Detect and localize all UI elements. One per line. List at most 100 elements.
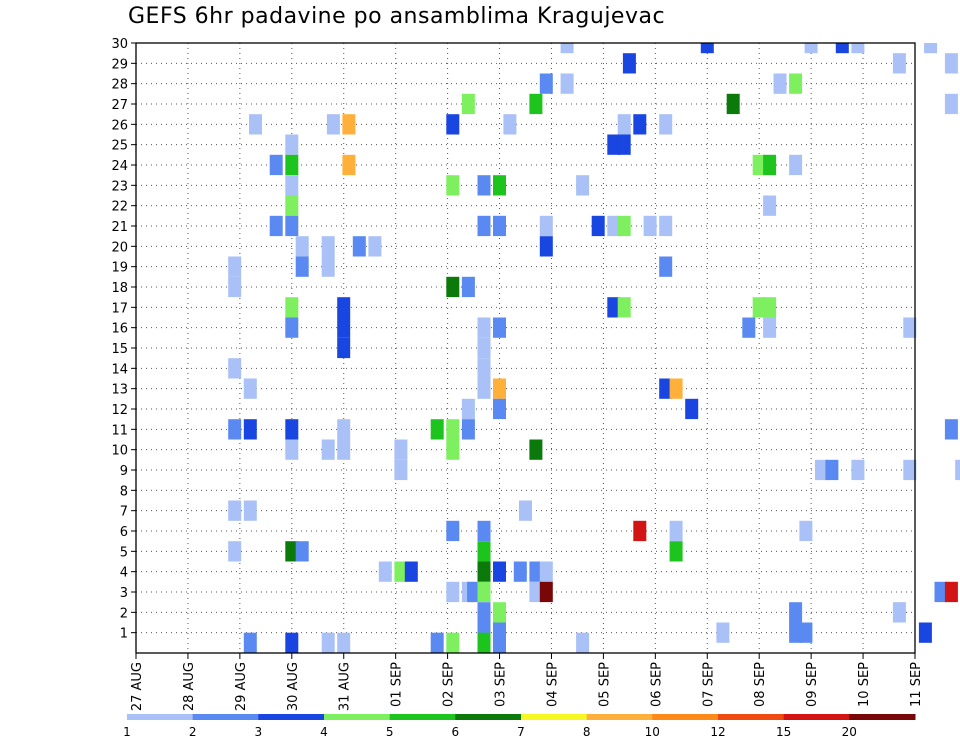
y-tick-label: 21 — [111, 220, 128, 235]
heatmap-cell — [659, 114, 673, 135]
heatmap-cell — [493, 561, 506, 582]
legend-label: 4 — [320, 725, 328, 739]
legend-swatch — [389, 714, 456, 720]
heatmap-cell — [477, 215, 491, 237]
y-tick-label: 2 — [120, 606, 128, 621]
heatmap-cell — [285, 419, 299, 440]
heatmap-cell — [461, 276, 475, 298]
heatmap-cell — [716, 622, 730, 643]
heatmap-cell — [617, 114, 631, 135]
heatmap-cell — [446, 114, 460, 135]
heatmap-cell — [249, 114, 262, 135]
heatmap-cell — [342, 154, 356, 176]
heatmap-cell — [285, 175, 299, 196]
x-tick-label: 05 SEP — [597, 662, 612, 707]
y-tick-label: 8 — [120, 484, 128, 499]
heatmap-cell — [742, 317, 756, 338]
heatmap-cell — [607, 297, 621, 318]
heatmap-cell — [477, 581, 491, 603]
legend-swatch — [718, 714, 785, 720]
y-tick-label: 15 — [111, 342, 128, 357]
heatmap-cell — [285, 195, 299, 216]
x-tick-label: 08 SEP — [753, 662, 768, 707]
y-tick-label: 16 — [111, 322, 128, 337]
legend-label: 10 — [645, 725, 660, 739]
heatmap-cell — [461, 398, 475, 420]
heatmap-cell — [825, 459, 839, 481]
heatmap-cell — [924, 43, 938, 54]
heatmap-cell — [669, 378, 683, 399]
y-tick-label: 5 — [120, 545, 128, 560]
heatmap-cell — [763, 195, 777, 216]
x-tick-label: 29 AUG — [234, 662, 249, 711]
heatmap-cell — [789, 154, 803, 176]
heatmap-cell — [903, 317, 917, 338]
legend-label: 7 — [517, 725, 525, 739]
heatmap-cell — [643, 215, 657, 237]
legend-swatch — [127, 714, 194, 720]
legend-swatch — [455, 714, 522, 720]
heatmap-cell — [337, 632, 351, 653]
heatmap-cell — [285, 215, 299, 237]
heatmap-cell — [243, 500, 257, 521]
chart-title: GEFS 6hr padavine po ansamblima Kragujev… — [128, 4, 666, 29]
legend-label: 3 — [254, 725, 262, 739]
legend-label: 8 — [583, 725, 591, 739]
legend-swatch — [192, 714, 259, 720]
heatmap-cell — [394, 561, 408, 582]
x-tick-label: 11 SEP — [909, 662, 924, 707]
heatmap-cell — [851, 43, 865, 54]
heatmap-cell — [669, 541, 683, 562]
heatmap-cell — [513, 561, 527, 582]
legend-swatch — [849, 714, 916, 720]
x-tick-label: 30 AUG — [286, 662, 301, 711]
y-tick-label: 17 — [111, 301, 128, 316]
legend-label: 1 — [123, 725, 131, 739]
heatmap-cell — [352, 236, 366, 257]
heatmap-cell — [394, 459, 408, 481]
heatmap-cell — [243, 378, 257, 399]
y-tick-label: 11 — [111, 423, 128, 438]
heatmap-cell — [446, 520, 460, 542]
heatmap-cell — [560, 73, 574, 94]
y-tick-label: 3 — [120, 586, 128, 601]
heatmap-cell — [467, 581, 481, 603]
heatmap-cell — [243, 632, 257, 653]
heatmap-cell — [560, 43, 574, 54]
x-tick-label: 07 SEP — [701, 662, 716, 707]
heatmap-cell — [446, 581, 460, 603]
legend-swatch — [783, 714, 850, 720]
heatmap-cell — [269, 215, 283, 237]
heatmap-cell — [763, 154, 777, 176]
x-tick-label: 02 SEP — [442, 662, 457, 707]
heatmap-cell — [773, 73, 787, 94]
y-tick-label: 10 — [111, 444, 128, 459]
y-tick-label: 12 — [111, 403, 128, 418]
heatmap-cell — [321, 256, 335, 277]
heatmap-cell — [892, 53, 906, 74]
legend-swatch — [324, 714, 391, 720]
heatmap-cell — [269, 154, 283, 176]
heatmap-cell — [622, 53, 636, 74]
heatmap-cell — [477, 602, 491, 623]
heatmap-cell — [378, 561, 392, 582]
heatmap-cell — [326, 114, 340, 135]
heatmap-cell — [394, 439, 408, 460]
y-tick-label: 30 — [111, 37, 128, 52]
legend-label: 2 — [189, 725, 197, 739]
heatmap-cells — [228, 43, 960, 653]
heatmap-cell — [659, 215, 673, 237]
heatmap-cell — [342, 114, 356, 135]
heatmap-cell — [321, 236, 335, 257]
heatmap-cell — [461, 419, 475, 440]
heatmap-cell — [752, 297, 766, 318]
y-tick-label: 19 — [111, 261, 128, 276]
heatmap-cell — [576, 632, 590, 653]
x-tick-label: 03 SEP — [494, 662, 509, 707]
heatmap-cell — [804, 43, 818, 54]
heatmap-cell — [903, 459, 917, 481]
heatmap-cell — [789, 622, 803, 643]
heatmap-cell — [789, 73, 803, 94]
heatmap-cell — [243, 419, 257, 440]
heatmap-cell — [918, 622, 932, 643]
